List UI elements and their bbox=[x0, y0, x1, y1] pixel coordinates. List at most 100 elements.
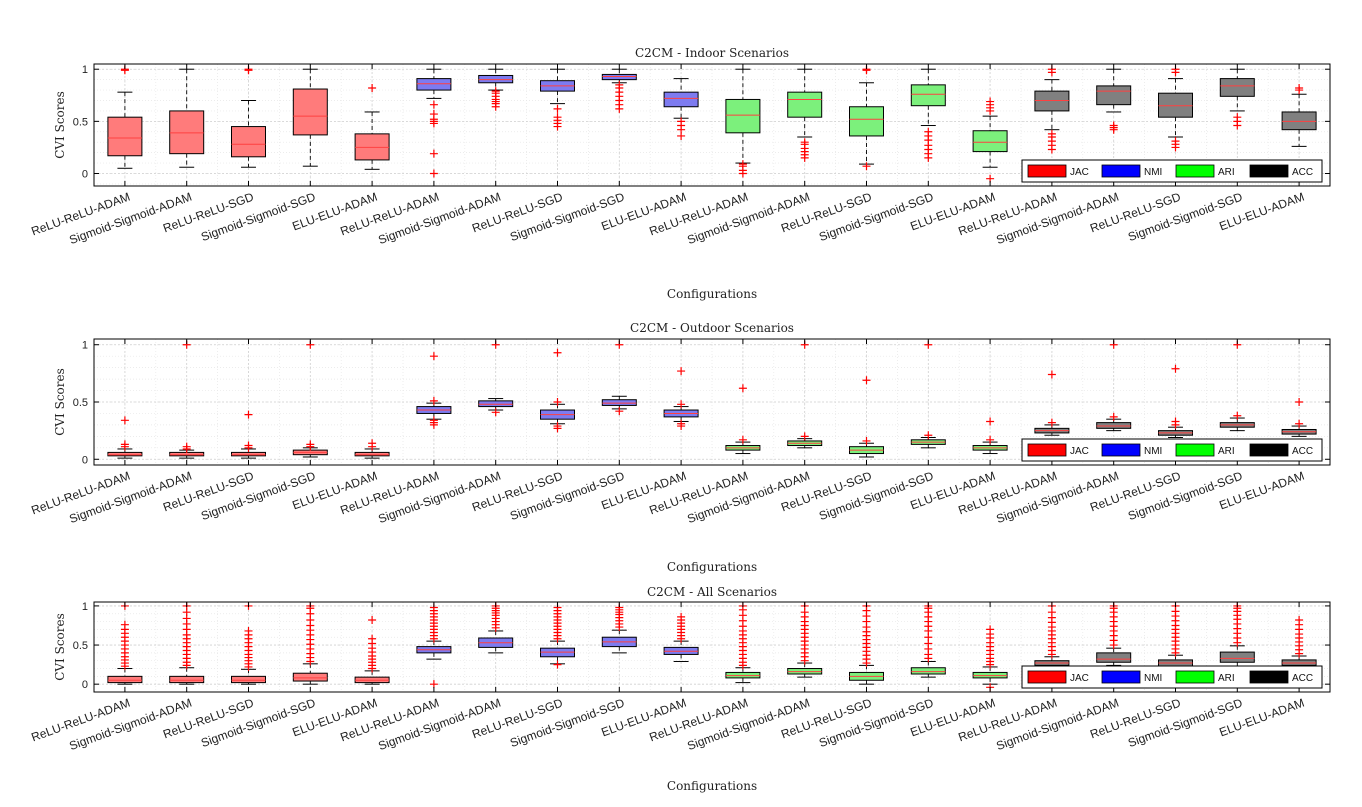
y-tick-label: 0 bbox=[82, 454, 88, 466]
outlier-marker bbox=[429, 110, 438, 119]
box-5 bbox=[354, 439, 390, 459]
box-body bbox=[292, 672, 328, 682]
box-1 bbox=[107, 65, 143, 169]
legend-swatch-jac bbox=[1027, 670, 1067, 684]
box-2 bbox=[169, 68, 205, 168]
box-20 bbox=[1281, 616, 1317, 670]
outlier-marker bbox=[924, 127, 933, 136]
chart-panel-3: 00.51ReLU-ReLU-ADAMSigmoid-Sigmoid-ADAMR… bbox=[29, 585, 1331, 793]
outlier-marker bbox=[1047, 370, 1056, 379]
legend-swatch-nmi bbox=[1101, 164, 1141, 178]
legend-label-nmi: NMI bbox=[1144, 673, 1162, 684]
box-8 bbox=[540, 348, 575, 433]
box-body bbox=[478, 74, 514, 84]
box-7 bbox=[478, 68, 514, 111]
y-tick-label: 0.5 bbox=[73, 397, 88, 409]
outlier-marker bbox=[1171, 137, 1180, 146]
box-4 bbox=[292, 340, 328, 458]
box-16 bbox=[1034, 370, 1070, 436]
outlier-marker bbox=[1295, 83, 1304, 92]
box-12 bbox=[787, 601, 823, 678]
legend-swatch-ari bbox=[1175, 443, 1215, 457]
box-body bbox=[601, 73, 637, 81]
box-8 bbox=[540, 603, 575, 669]
outlier-marker bbox=[862, 436, 871, 445]
legend-swatch-ari bbox=[1175, 164, 1215, 178]
box-16 bbox=[1034, 601, 1070, 670]
outlier-marker bbox=[1171, 364, 1180, 373]
y-tick-label: 0.5 bbox=[73, 116, 88, 128]
outlier-marker bbox=[491, 87, 500, 96]
y-axis-label: CVI Scores bbox=[53, 613, 67, 681]
box-16 bbox=[1034, 65, 1070, 154]
box-7 bbox=[478, 601, 514, 654]
box-1 bbox=[107, 601, 143, 685]
outlier-marker bbox=[615, 407, 624, 416]
box-15 bbox=[972, 625, 1008, 692]
box-17 bbox=[1096, 340, 1132, 432]
box-14 bbox=[910, 340, 946, 449]
outlier-marker bbox=[1047, 129, 1056, 138]
legend-label-acc: ACC bbox=[1292, 167, 1313, 178]
outlier-marker bbox=[1233, 113, 1242, 122]
box-3 bbox=[231, 65, 266, 168]
box-9 bbox=[601, 603, 637, 654]
legend: JAC NMI ARI ACC bbox=[1021, 665, 1323, 689]
y-tick-label: 0 bbox=[82, 168, 88, 180]
outlier-marker bbox=[429, 416, 438, 425]
box-6 bbox=[416, 352, 452, 429]
box-body bbox=[972, 130, 1008, 153]
box-3 bbox=[231, 601, 266, 685]
box-19 bbox=[1219, 68, 1255, 130]
outlier-marker bbox=[677, 612, 686, 621]
y-tick-label: 1 bbox=[82, 601, 88, 613]
legend-label-jac: JAC bbox=[1070, 446, 1089, 457]
box-body bbox=[910, 667, 946, 675]
outlier-marker bbox=[244, 626, 253, 635]
outlier-marker bbox=[738, 435, 747, 444]
outlier-marker bbox=[1295, 419, 1304, 428]
outlier-marker bbox=[738, 160, 747, 169]
outlier-marker bbox=[1109, 412, 1118, 421]
box-body bbox=[478, 400, 514, 408]
box-body bbox=[416, 78, 452, 91]
outlier-marker bbox=[244, 410, 253, 419]
outlier-marker bbox=[1109, 121, 1118, 130]
outlier-marker bbox=[429, 352, 438, 361]
box-13 bbox=[849, 376, 884, 458]
box-20 bbox=[1281, 398, 1317, 437]
y-axis-label: CVI Scores bbox=[53, 91, 67, 159]
outlier-marker bbox=[800, 138, 809, 147]
legend: JAC NMI ARI ACC bbox=[1021, 438, 1323, 462]
outlier-marker bbox=[986, 97, 995, 106]
outlier-marker bbox=[1295, 398, 1304, 406]
box-14 bbox=[910, 68, 946, 162]
outlier-marker bbox=[862, 376, 871, 385]
outlier-marker bbox=[429, 100, 438, 109]
legend-label-ari: ARI bbox=[1218, 446, 1235, 457]
legend-swatch-acc bbox=[1249, 164, 1289, 178]
box-body bbox=[1034, 90, 1070, 112]
x-axis-label: Configurations bbox=[667, 560, 757, 574]
outlier-marker bbox=[986, 417, 995, 426]
outlier-marker bbox=[120, 416, 129, 425]
axes-frame bbox=[93, 63, 1331, 187]
box-body bbox=[354, 133, 390, 161]
outlier-marker bbox=[1047, 418, 1056, 427]
box-1 bbox=[107, 416, 143, 459]
legend-swatch-jac bbox=[1027, 443, 1067, 457]
outlier-marker bbox=[738, 384, 747, 393]
legend-label-acc: ACC bbox=[1292, 673, 1313, 684]
box-body bbox=[601, 399, 637, 406]
legend-box bbox=[1021, 438, 1323, 462]
box-11 bbox=[725, 601, 761, 684]
legend-swatch-nmi bbox=[1101, 670, 1141, 684]
legend-swatch-jac bbox=[1027, 164, 1067, 178]
outlier-marker bbox=[924, 431, 933, 440]
y-axis-label: CVI Scores bbox=[53, 368, 67, 436]
box-body bbox=[1158, 92, 1193, 118]
box-4 bbox=[292, 601, 328, 685]
outlier-marker bbox=[553, 398, 562, 406]
box-body bbox=[231, 126, 266, 158]
outlier-marker bbox=[182, 442, 191, 451]
